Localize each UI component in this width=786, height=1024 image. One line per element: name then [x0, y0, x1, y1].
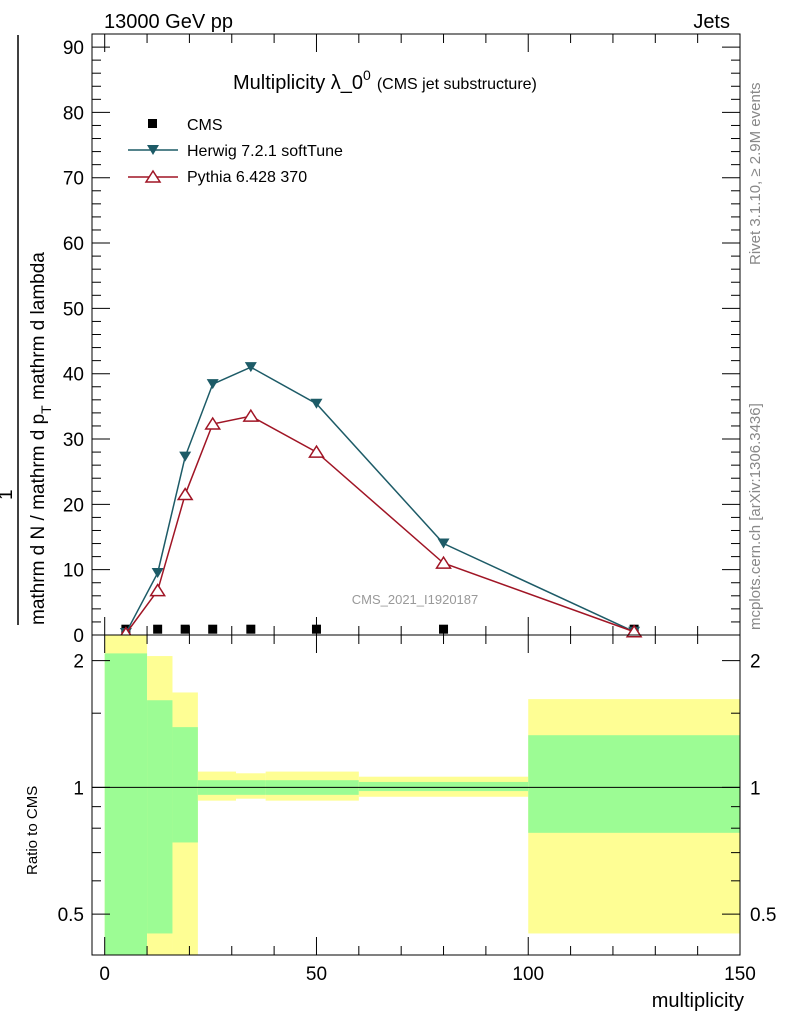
- main-y-tick-label: 70: [63, 169, 84, 190]
- ratio-y-tick-label-right: 0.5: [750, 905, 776, 926]
- ratio-y-axis-label: Ratio to CMS: [24, 786, 41, 875]
- y-label-denominator: mathrm d N / mathrm d pT mathrm d lambda: [28, 252, 54, 625]
- data-point-pythia-6-428-370: [176, 487, 194, 501]
- data-point-cms: [180, 624, 190, 634]
- ratio-y-tick-label: 0.5: [58, 905, 84, 926]
- main-y-ticks: 0 10 20 30 40 50 60 70 80 90: [63, 38, 740, 647]
- ratio-y-tick-label: 1: [73, 778, 84, 799]
- data-point-herwig-7-2-1-softtune: [206, 379, 219, 390]
- x-tick-label: 100: [512, 964, 544, 985]
- x-tick-label: 0: [99, 964, 110, 985]
- data-point-cms: [246, 624, 256, 634]
- x-tick-label: 150: [724, 964, 756, 985]
- data-point-herwig-7-2-1-softtune: [179, 451, 192, 462]
- main-y-tick-label: 50: [63, 299, 84, 320]
- data-point-pythia-6-428-370: [204, 416, 222, 430]
- legend: CMS Herwig 7.2.1 softTune Pythia 6.428 3…: [128, 117, 343, 186]
- data-point-herwig-7-2-1-softtune: [151, 567, 164, 578]
- main-y-axis-label: mathrm d N / mathrm d pT mathrm d lambda…: [0, 35, 54, 625]
- main-y-tick-label: 90: [63, 38, 84, 59]
- header-energy-label: 13000 GeV pp: [104, 11, 233, 33]
- series-line-pythia-6-428-370: [125, 415, 635, 635]
- main-y-tick-label: 30: [63, 430, 84, 451]
- data-point-herwig-7-2-1-softtune: [437, 538, 450, 549]
- data-point-herwig-7-2-1-softtune: [244, 362, 257, 373]
- data-point-cms: [439, 624, 449, 634]
- data-point-cms: [208, 624, 218, 634]
- main-y-tick-label: 20: [63, 495, 84, 516]
- ratio-plot-frame: [91, 634, 741, 956]
- ratio-plot-panel: 0.5 0.5 1 1 2 2 0 50 100 150: [58, 634, 777, 985]
- ratio-band-green: [528, 735, 740, 833]
- ratio-band-green: [358, 781, 529, 792]
- data-point-pythia-6-428-370: [242, 408, 260, 422]
- main-y-tick-label: 60: [63, 234, 84, 255]
- mcplots-label: mcplots.cern.ch [arXiv:1306.3436]: [747, 403, 764, 630]
- main-y-tick-label: 10: [63, 561, 84, 582]
- data-point-cms: [311, 624, 321, 634]
- legend-label-cms: CMS: [187, 117, 223, 134]
- main-y-tick-label: 0: [73, 626, 84, 647]
- data-point-pythia-6-428-370: [625, 624, 643, 638]
- header-jets-label: Jets: [693, 11, 730, 33]
- ratio-band-green: [147, 700, 173, 934]
- legend-marker-pythia: [144, 169, 162, 183]
- legend-label-pythia: Pythia 6.428 370: [187, 169, 307, 186]
- analysis-watermark: CMS_2021_I1920187: [352, 592, 479, 607]
- ratio-band-green: [104, 653, 148, 955]
- ratio-y-tick-label: 2: [73, 652, 84, 673]
- rivet-version-label: Rivet 3.1.10, ≥ 2.9M events: [747, 83, 764, 266]
- main-series-group: [117, 362, 643, 640]
- ratio-y-ticks: 0.5 0.5 1 1 2 2: [58, 652, 777, 927]
- ratio-band-green: [172, 727, 198, 843]
- y-label-numerator: 1: [0, 489, 17, 500]
- data-point-pythia-6-428-370: [149, 583, 167, 597]
- legend-label-herwig: Herwig 7.2.1 softTune: [187, 143, 343, 160]
- series-line-herwig-7-2-1-softtune: [125, 366, 635, 634]
- x-tick-label: 50: [306, 964, 327, 985]
- main-y-tick-label: 40: [63, 365, 84, 386]
- data-point-cms: [153, 624, 163, 634]
- legend-marker-cms: [148, 119, 157, 128]
- x-axis-label: multiplicity: [652, 990, 744, 1012]
- data-point-pythia-6-428-370: [308, 444, 325, 458]
- data-point-herwig-7-2-1-softtune: [310, 398, 323, 409]
- legend-marker-herwig: [147, 145, 159, 155]
- ratio-y-tick-label-right: 1: [750, 778, 761, 799]
- data-point-pythia-6-428-370: [435, 555, 452, 569]
- ratio-bands-group: [104, 635, 740, 955]
- ratio-x-ticks: 0 50 100 150: [99, 635, 756, 985]
- chart-title: Multiplicity λ_00(CMS jet substructure): [233, 67, 537, 94]
- main-y-tick-label: 80: [63, 103, 84, 124]
- main-plot-panel: 0 10 20 30 40 50 60 70 80 90: [63, 33, 741, 647]
- ratio-y-tick-label-right: 2: [750, 652, 761, 673]
